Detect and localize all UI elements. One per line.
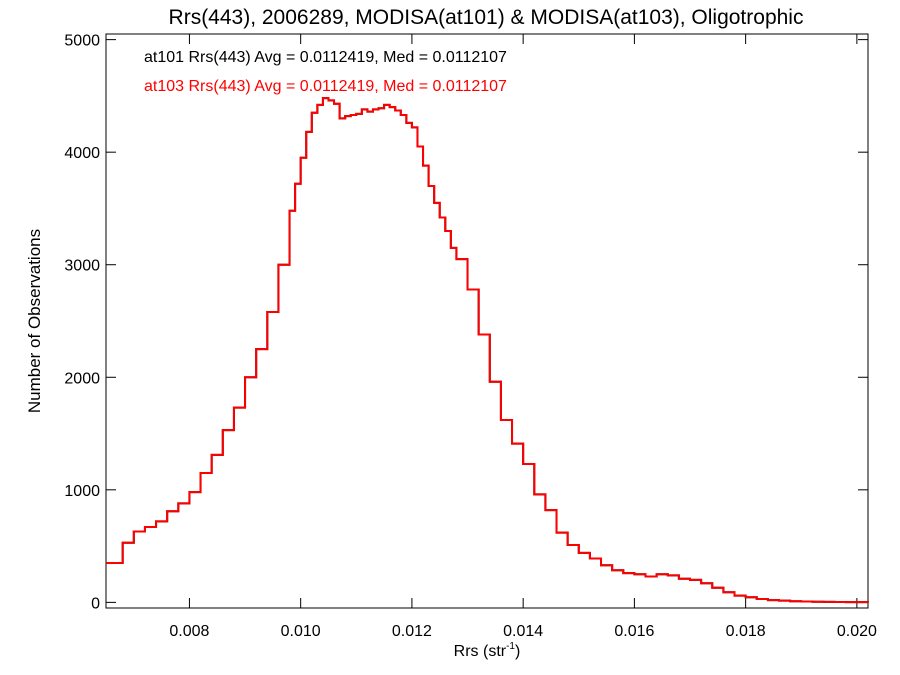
- x-tick-label: 0.016: [614, 623, 654, 640]
- y-tick-label: 2000: [64, 370, 100, 387]
- x-tick-label: 0.008: [169, 623, 209, 640]
- annotation-at103: at103 Rrs(443) Avg = 0.0112419, Med = 0.…: [144, 78, 507, 95]
- x-tick-label: 0.012: [392, 623, 432, 640]
- y-tick-label: 5000: [64, 33, 100, 50]
- plot-area-frame: [105, 33, 869, 609]
- x-axis-label-main: Rrs (str: [454, 643, 507, 660]
- x-axis: 0.008 0.010 0.012 0.014 0.016 0.018 0.020: [169, 34, 877, 640]
- y-axis-label: Number of Observations: [25, 229, 44, 413]
- x-axis-label-close: ): [515, 643, 520, 660]
- series-layer: [106, 97, 869, 604]
- y-tick-label: 3000: [64, 258, 100, 275]
- annotation-at101: at101 Rrs(443) Avg = 0.0112419, Med = 0.…: [144, 49, 507, 66]
- series-line-1: [106, 97, 869, 604]
- x-tick-label: 0.010: [281, 623, 321, 640]
- y-axis: 0 1000 2000 3000 4000 5000: [64, 33, 868, 612]
- x-axis-label-superscript: -1: [506, 641, 515, 652]
- y-tick-label: 0: [91, 595, 100, 612]
- x-tick-label: 0.014: [503, 623, 543, 640]
- x-tick-label: 0.020: [837, 623, 877, 640]
- y-tick-label: 4000: [64, 145, 100, 162]
- y-tick-label: 1000: [64, 483, 100, 500]
- x-axis-label: Rrs (str-1): [454, 641, 521, 660]
- chart-title: Rrs(443), 2006289, MODISA(at101) & MODIS…: [169, 6, 804, 29]
- x-tick-label: 0.018: [726, 623, 766, 640]
